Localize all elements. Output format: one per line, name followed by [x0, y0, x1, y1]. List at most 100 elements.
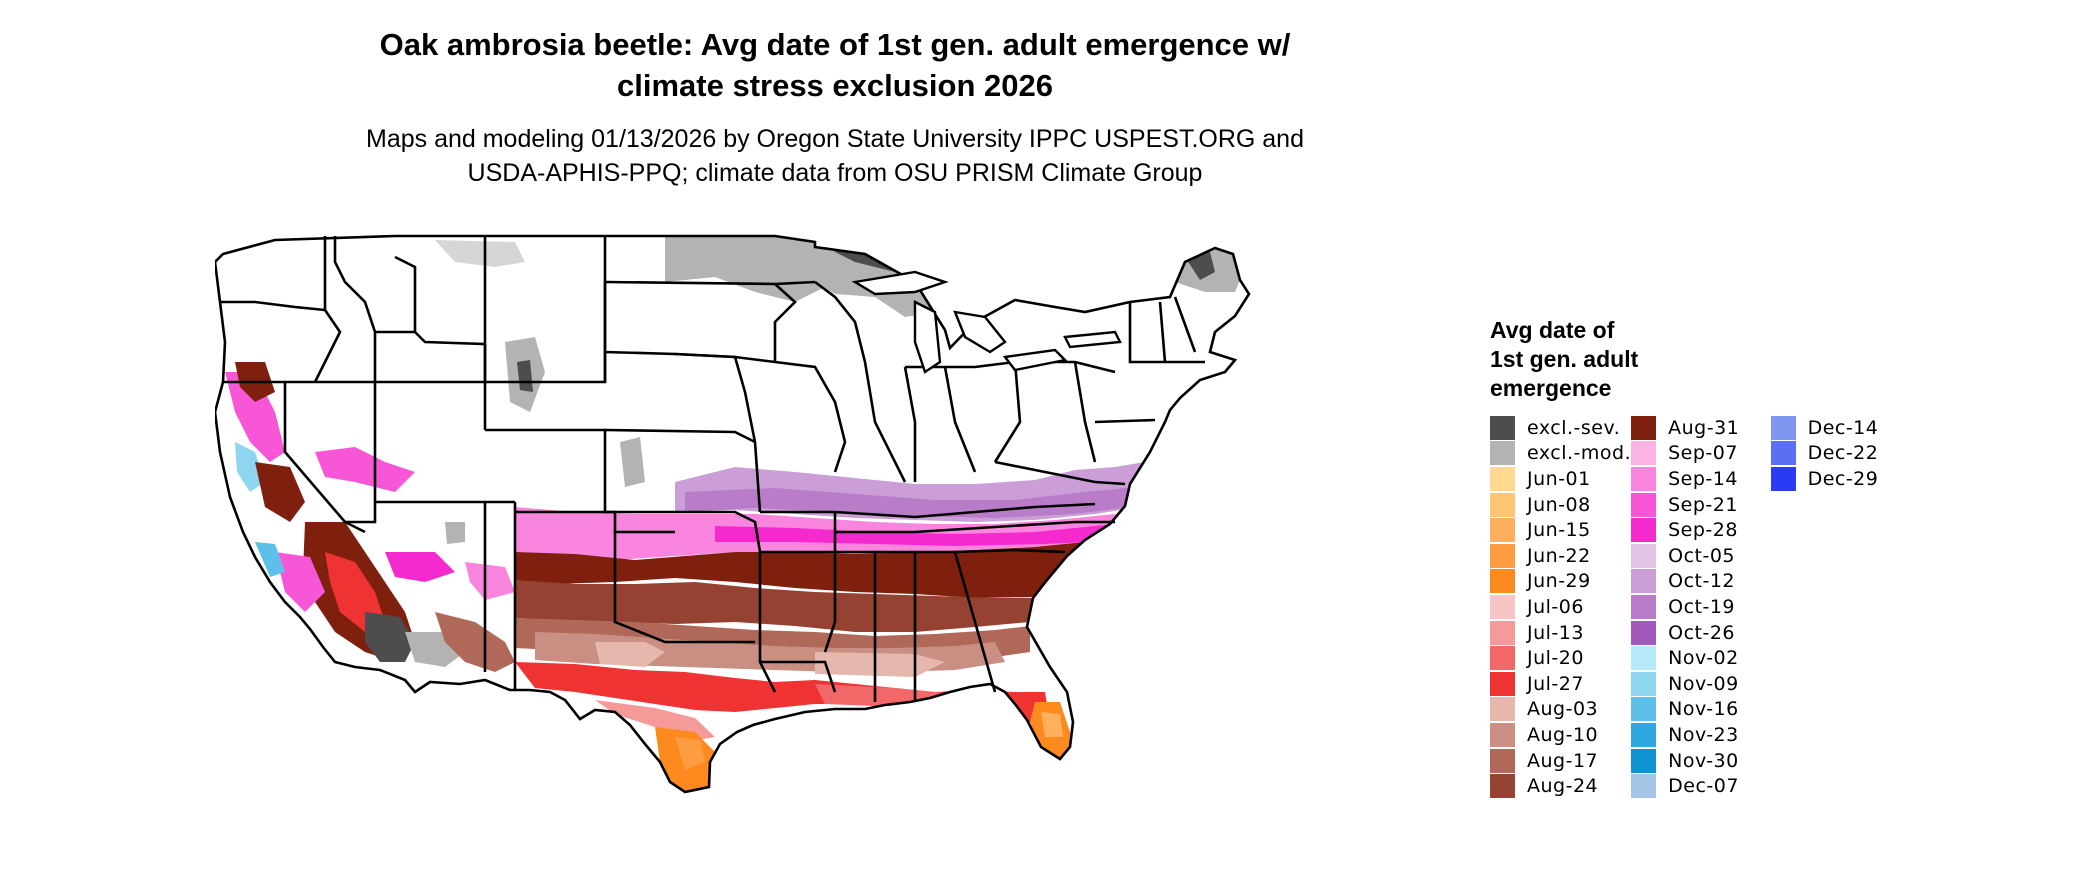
legend-label: Jun-01 — [1527, 467, 1591, 490]
legend-label: Sep-28 — [1668, 519, 1738, 542]
legend-swatch — [1490, 620, 1515, 645]
legend-item: Jun-22 — [1490, 543, 1631, 569]
legend-label: Sep-14 — [1668, 467, 1738, 490]
legend-label: Sep-21 — [1668, 493, 1738, 516]
legend-label: Aug-17 — [1527, 749, 1599, 772]
legend-item: Dec-22 — [1770, 441, 1910, 467]
legend-item: Sep-14 — [1631, 466, 1770, 492]
legend-column: Aug-31 Sep-07 Sep-14 Sep-21 Sep-28 Oct-05 Oct-… — [1631, 415, 1770, 799]
legend-label: Aug-10 — [1527, 723, 1599, 746]
legend-label: Jun-22 — [1527, 544, 1591, 567]
legend-swatch — [1631, 415, 1657, 440]
legend-swatch — [1631, 543, 1657, 568]
legend-swatch — [1631, 646, 1657, 671]
legend-swatch — [1490, 441, 1515, 466]
legend-label: Jul-06 — [1527, 595, 1584, 618]
legend-swatch — [1490, 415, 1515, 440]
legend-swatch — [1770, 441, 1796, 466]
legend-swatch — [1631, 722, 1657, 747]
legend-item: Dec-14 — [1770, 415, 1910, 441]
legend-item: Oct-19 — [1631, 594, 1770, 620]
legend-item: Sep-21 — [1631, 492, 1770, 518]
legend-item: Aug-24 — [1490, 773, 1631, 799]
legend-item: Jul-13 — [1490, 620, 1631, 646]
legend-item: Jul-20 — [1490, 645, 1631, 671]
legend-swatch — [1770, 415, 1796, 440]
legend-item: Oct-26 — [1631, 620, 1770, 646]
legend-swatch — [1490, 697, 1515, 722]
legend-swatch — [1631, 774, 1657, 799]
legend-swatch — [1490, 671, 1515, 696]
legend-label: Jul-13 — [1527, 621, 1584, 644]
legend-label: Oct-26 — [1668, 621, 1736, 644]
subtitle-line-2: USDA-APHIS-PPQ; climate data from OSU PR… — [467, 159, 1203, 187]
legend-swatch — [1631, 748, 1657, 773]
legend-swatch — [1490, 466, 1515, 491]
legend-label: Jul-27 — [1527, 672, 1584, 695]
subtitle-line-1: Maps and modeling 01/13/2026 by Oregon S… — [366, 125, 1304, 153]
legend-item: Oct-12 — [1631, 569, 1770, 595]
legend-label: Dec-07 — [1668, 775, 1739, 798]
map-subtitle: Maps and modeling 01/13/2026 by Oregon S… — [300, 122, 1370, 190]
legend-label: Jun-29 — [1527, 570, 1591, 593]
great-lakes — [851, 270, 1122, 374]
legend-swatch — [1631, 441, 1657, 466]
legend-label: Nov-02 — [1668, 647, 1739, 670]
legend-label: Aug-03 — [1527, 698, 1599, 721]
legend-item: Aug-17 — [1490, 748, 1631, 774]
legend-swatch — [1490, 543, 1515, 568]
title-line-2: climate stress exclusion 2026 — [617, 68, 1053, 103]
legend-item: excl.-mod. — [1490, 441, 1631, 467]
legend-column: Dec-14 Dec-22 Dec-29 — [1770, 415, 1910, 799]
legend-item: Jul-27 — [1490, 671, 1631, 697]
map-title: Oak ambrosia beetle: Avg date of 1st gen… — [300, 24, 1370, 106]
legend-label: Nov-23 — [1668, 723, 1739, 746]
legend-item: Nov-23 — [1631, 722, 1770, 748]
legend-label: Dec-29 — [1807, 467, 1879, 490]
legend-item: Sep-07 — [1631, 441, 1770, 467]
legend-label: Nov-09 — [1668, 672, 1739, 695]
legend-item: Aug-10 — [1490, 722, 1631, 748]
legend: Avg date of 1st gen. adult emergence exc… — [1490, 316, 1910, 799]
legend-swatch — [1770, 466, 1796, 491]
title-line-1: Oak ambrosia beetle: Avg date of 1st gen… — [379, 27, 1291, 62]
legend-swatch — [1490, 748, 1515, 773]
legend-item: excl.-sev. — [1490, 415, 1631, 441]
legend-swatch — [1490, 518, 1515, 543]
legend-column: excl.-sev. excl.-mod. Jun-01 Jun-08 Jun-15 Ju… — [1490, 415, 1631, 799]
legend-item: Nov-09 — [1631, 671, 1770, 697]
legend-swatch — [1490, 594, 1515, 619]
legend-label: Nov-30 — [1668, 749, 1739, 772]
legend-item: Jun-08 — [1490, 492, 1631, 518]
legend-title: Avg date of 1st gen. adult emergence — [1490, 316, 1730, 403]
legend-label: Jun-08 — [1527, 493, 1591, 516]
legend-item: Nov-02 — [1631, 645, 1770, 671]
state-borders — [215, 234, 1251, 794]
legend-swatch — [1631, 518, 1657, 543]
legend-swatch — [1631, 620, 1657, 645]
legend-label: Jun-15 — [1527, 519, 1591, 542]
legend-item: Dec-29 — [1770, 466, 1910, 492]
us-map — [215, 222, 1455, 892]
legend-item: Jun-01 — [1490, 466, 1631, 492]
legend-item: Dec-07 — [1631, 773, 1770, 799]
legend-item: Jun-29 — [1490, 569, 1631, 595]
legend-label: excl.-mod. — [1527, 442, 1632, 465]
legend-item: Nov-30 — [1631, 748, 1770, 774]
legend-swatch — [1631, 594, 1657, 619]
legend-label: Aug-31 — [1668, 416, 1740, 439]
legend-swatch — [1631, 697, 1657, 722]
legend-label: Dec-14 — [1807, 416, 1879, 439]
legend-label: Sep-07 — [1668, 442, 1738, 465]
legend-title-line-2: 1st gen. adult — [1490, 346, 1639, 372]
legend-title-line-3: emergence — [1490, 375, 1612, 401]
legend-item: Oct-05 — [1631, 543, 1770, 569]
legend-label: Oct-12 — [1668, 570, 1736, 593]
legend-swatch — [1490, 492, 1515, 517]
us-map-svg — [215, 234, 1251, 794]
legend-label: Oct-05 — [1668, 544, 1736, 567]
legend-swatch — [1490, 774, 1515, 799]
legend-label: Oct-19 — [1668, 595, 1736, 618]
legend-item: Aug-03 — [1490, 697, 1631, 723]
legend-swatch — [1631, 492, 1657, 517]
